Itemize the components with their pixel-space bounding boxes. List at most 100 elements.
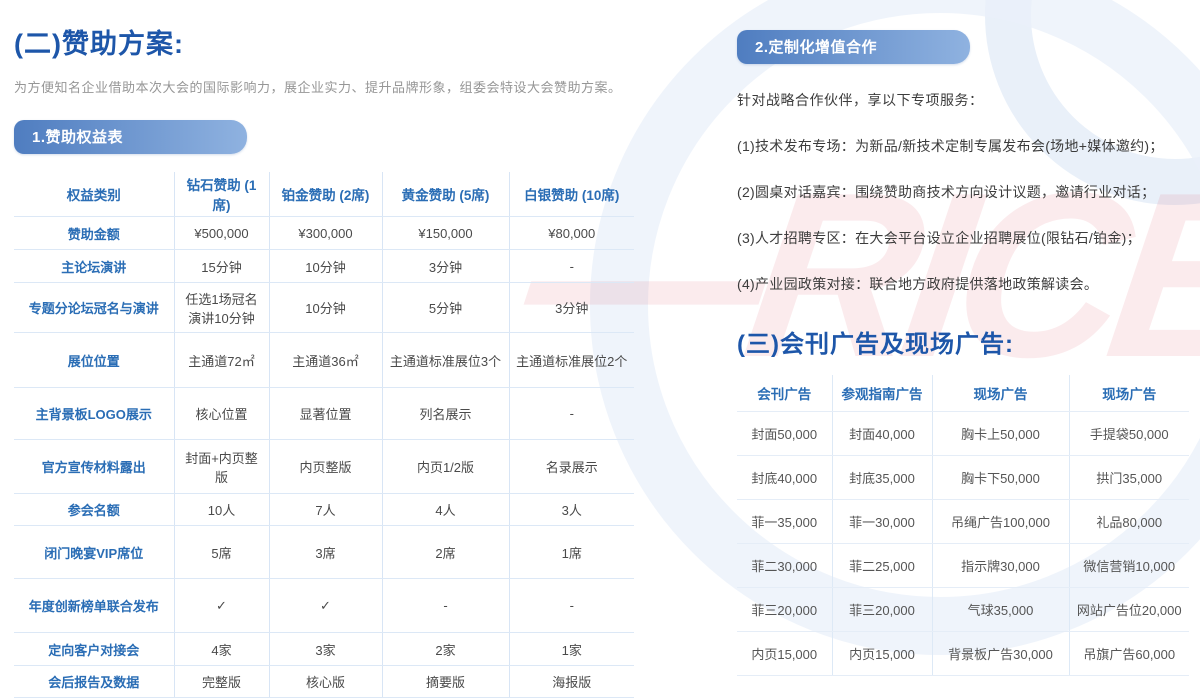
table-cell: 1席 xyxy=(508,525,634,579)
table-cell: 内页1/2版 xyxy=(381,439,509,494)
table-row: 主背景板LOGO展示 核心位置 显著位置 列名展示 - xyxy=(14,387,634,440)
table-cell: 指示牌30,000 xyxy=(931,543,1069,588)
table-row: 定向客户对接会 4家 3家 2家 1家 xyxy=(14,632,634,666)
table-cell: ✓ xyxy=(173,578,269,633)
row-label: 菲三20,000 xyxy=(737,587,832,632)
table-cell: 主通道标准展位3个 xyxy=(381,332,509,388)
custom-cooperation-badge: 2.定制化增值合作 xyxy=(737,30,970,64)
row-label: 封底40,000 xyxy=(737,455,832,500)
column-header: 现场广告 xyxy=(1068,375,1189,412)
table-row: 参会名额 10人 7人 4人 3人 xyxy=(14,493,634,526)
table-cell: 胸卡上50,000 xyxy=(931,411,1069,456)
column-header: 现场广告 xyxy=(931,375,1069,412)
table-cell: 名录展示 xyxy=(508,439,634,494)
table-cell: 封底35,000 xyxy=(831,455,932,500)
sponsorship-description: 为方便知名企业借助本次大会的国际影响力，展企业实力、提升品牌形象，组委会特设大会… xyxy=(14,80,622,95)
table-cell: 菲一30,000 xyxy=(831,499,932,544)
table-cell: ¥80,000 xyxy=(508,216,634,250)
table-cell: 5席 xyxy=(173,525,269,579)
table-row: 闭门晚宴VIP席位 5席 3席 2席 1席 xyxy=(14,525,634,579)
row-label: 参会名额 xyxy=(14,493,174,526)
table-cell: - xyxy=(381,578,509,633)
table-row: 菲三20,000 菲三20,000 气球35,000 网站广告位20,000 xyxy=(737,587,1189,632)
table-cell: 主通道36㎡ xyxy=(268,332,382,388)
row-label: 年度创新榜单联合发布 xyxy=(14,578,174,633)
row-label: 菲一35,000 xyxy=(737,499,832,544)
table-cell: 网站广告位20,000 xyxy=(1068,587,1189,632)
table-cell: 封面+内页整版 xyxy=(173,439,269,494)
table-cell: 拱门35,000 xyxy=(1068,455,1189,500)
table-cell: 5分钟 xyxy=(381,282,509,333)
table-cell: 列名展示 xyxy=(381,387,509,440)
table-cell: - xyxy=(508,249,634,283)
table-cell: 封面40,000 xyxy=(831,411,932,456)
table-cell: 3席 xyxy=(268,525,382,579)
table-cell: 核心位置 xyxy=(173,387,269,440)
column-header: 会刊广告 xyxy=(737,375,832,412)
table-cell: 核心版 xyxy=(268,665,382,698)
table-cell: 内页15,000 xyxy=(831,631,932,676)
section-title-sponsorship: (二)赞助方案: xyxy=(14,29,184,59)
row-label: 主论坛演讲 xyxy=(14,249,174,283)
table-row: 主论坛演讲 15分钟 10分钟 3分钟 - xyxy=(14,249,634,283)
column-header: 黄金赞助 (5席) xyxy=(381,172,509,217)
column-header: 权益类别 xyxy=(14,172,174,217)
table-cell: ¥500,000 xyxy=(173,216,269,250)
table-row: 年度创新榜单联合发布 ✓ ✓ - - xyxy=(14,578,634,633)
table-cell: 背景板广告30,000 xyxy=(931,631,1069,676)
row-label: 内页15,000 xyxy=(737,631,832,676)
table-cell: 菲二25,000 xyxy=(831,543,932,588)
table-row: 会后报告及数据 完整版 核心版 摘要版 海报版 xyxy=(14,665,634,698)
table-row: 赞助金额 ¥500,000 ¥300,000 ¥150,000 ¥80,000 xyxy=(14,216,634,250)
benefits-table: 权益类别 钻石赞助 (1席) 铂金赞助 (2席) 黄金赞助 (5席) 白银赞助 (10席… xyxy=(14,172,634,698)
table-cell: 吊绳广告100,000 xyxy=(931,499,1069,544)
table-cell: 3分钟 xyxy=(508,282,634,333)
table-row: 封底40,000 封底35,000 胸卡下50,000 拱门35,000 xyxy=(737,455,1189,500)
table-cell: - xyxy=(508,387,634,440)
table-cell: 15分钟 xyxy=(173,249,269,283)
services-intro: 针对战略合作伙伴，享以下专项服务： xyxy=(737,92,984,108)
row-label: 专题分论坛冠名与演讲 xyxy=(14,282,174,333)
table-cell: 任选1场冠名演讲10分钟 xyxy=(173,282,269,333)
table-row: 菲二30,000 菲二25,000 指示牌30,000 微信营销10,000 xyxy=(737,543,1189,588)
row-label: 闭门晚宴VIP席位 xyxy=(14,525,174,579)
table-cell: 4人 xyxy=(381,493,509,526)
column-header: 钻石赞助 (1席) xyxy=(173,172,269,217)
table-cell: 摘要版 xyxy=(381,665,509,698)
table-cell: 10分钟 xyxy=(268,282,382,333)
table-header-row: 权益类别 钻石赞助 (1席) 铂金赞助 (2席) 黄金赞助 (5席) 白银赞助 (10席… xyxy=(14,172,634,217)
custom-cooperation-section: 2.定制化增值合作 针对战略合作伙伴，享以下专项服务： (1)技术发布专场：为新… xyxy=(737,30,1189,676)
row-label: 封面50,000 xyxy=(737,411,832,456)
service-item: (2)圆桌对话嘉宾：围绕赞助商技术方向设计议题，邀请行业对话； xyxy=(737,184,1156,200)
table-cell: ✓ xyxy=(268,578,382,633)
table-cell: 主通道标准展位2个 xyxy=(508,332,634,388)
table-row: 菲一35,000 菲一30,000 吊绳广告100,000 礼品80,000 xyxy=(737,499,1189,544)
table-cell: 主通道72㎡ xyxy=(173,332,269,388)
row-label: 主背景板LOGO展示 xyxy=(14,387,174,440)
table-cell: 海报版 xyxy=(508,665,634,698)
table-cell: 气球35,000 xyxy=(931,587,1069,632)
table-cell: 微信营销10,000 xyxy=(1068,543,1189,588)
column-header: 参观指南广告 xyxy=(831,375,932,412)
table-cell: 4家 xyxy=(173,632,269,666)
table-cell: 2家 xyxy=(381,632,509,666)
table-cell: 3人 xyxy=(508,493,634,526)
service-item: (4)产业园政策对接：联合地方政府提供落地政策解读会。 xyxy=(737,276,1099,292)
table-cell: - xyxy=(508,578,634,633)
sponsorship-section: (二)赞助方案: 为方便知名企业借助本次大会的国际影响力，展企业实力、提升品牌形… xyxy=(14,22,634,698)
benefits-table-badge: 1.赞助权益表 xyxy=(14,120,247,154)
table-row: 专题分论坛冠名与演讲 任选1场冠名演讲10分钟 10分钟 5分钟 3分钟 xyxy=(14,282,634,333)
services-list: (1)技术发布专场：为新品/新技术定制专属发布会(场地+媒体邀约)； (2)圆桌对… xyxy=(737,136,1189,294)
table-cell: ¥150,000 xyxy=(381,216,509,250)
table-cell: 手提袋50,000 xyxy=(1068,411,1189,456)
table-cell: 内页整版 xyxy=(268,439,382,494)
table-cell: 显著位置 xyxy=(268,387,382,440)
column-header: 铂金赞助 (2席) xyxy=(268,172,382,217)
column-header: 白银赞助 (10席) xyxy=(508,172,634,217)
table-cell: 2席 xyxy=(381,525,509,579)
row-label: 展位位置 xyxy=(14,332,174,388)
service-item: (1)技术发布专场：为新品/新技术定制专属发布会(场地+媒体邀约)； xyxy=(737,138,1164,154)
row-label: 会后报告及数据 xyxy=(14,665,174,698)
table-cell: 礼品80,000 xyxy=(1068,499,1189,544)
row-label: 官方宣传材料露出 xyxy=(14,439,174,494)
